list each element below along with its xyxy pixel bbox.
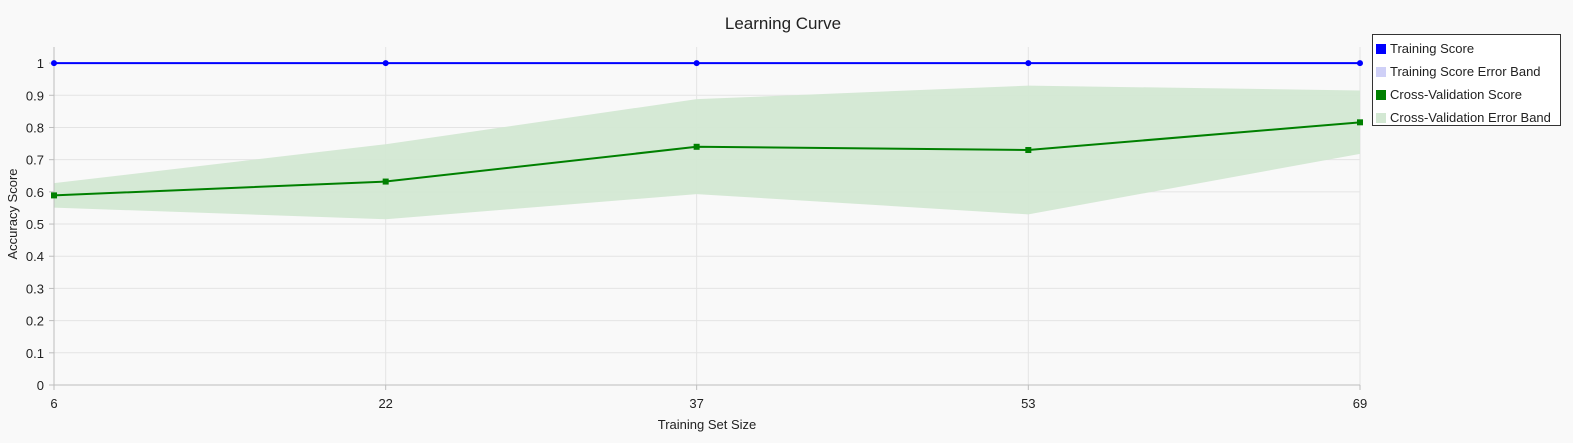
- x-tick-label: 6: [50, 396, 57, 411]
- y-tick-label: 0.3: [26, 281, 44, 296]
- y-tick-labels: 0 0.1 0.2 0.3 0.4 0.5 0.6 0.7 0.8 0.9 1: [26, 56, 44, 393]
- series-lines: [51, 60, 1363, 199]
- y-axis-label: Accuracy Score: [5, 168, 20, 259]
- data-point: [382, 60, 389, 67]
- y-tick-label: 0.8: [26, 120, 44, 135]
- data-point: [51, 60, 57, 67]
- chart-legend: Training Score Training Score Error Band…: [1372, 34, 1561, 126]
- x-tick-label: 37: [689, 396, 703, 411]
- data-point: [1357, 119, 1363, 126]
- legend-label-training-error-band: Training Score Error Band: [1390, 64, 1541, 79]
- legend-swatch-cv-error-band: [1376, 112, 1386, 123]
- data-point: [693, 143, 700, 150]
- x-axis-label: Training Set Size: [658, 417, 757, 432]
- y-tick-label: 0.9: [26, 88, 44, 103]
- legend-swatch-training-error-band: [1376, 66, 1386, 77]
- data-point: [1025, 147, 1032, 154]
- y-tick-label: 0.5: [26, 217, 44, 232]
- legend-label-training-score: Training Score: [1390, 41, 1475, 56]
- data-point: [51, 192, 57, 199]
- legend-item-training-score: Training Score: [1376, 37, 1560, 60]
- legend-item-cv-error-band: Cross-Validation Error Band: [1376, 106, 1560, 129]
- legend-swatch-cv-score: [1376, 89, 1386, 100]
- data-point: [1025, 60, 1032, 67]
- chart-title: Learning Curve: [725, 14, 841, 33]
- y-tick-label: 0.2: [26, 314, 44, 329]
- y-tick-label: 1: [37, 56, 44, 71]
- legend-label-cv-error-band: Cross-Validation Error Band: [1390, 110, 1551, 125]
- y-tick-label: 0: [37, 378, 44, 393]
- legend-item-training-error-band: Training Score Error Band: [1376, 60, 1560, 83]
- data-point: [1357, 60, 1363, 67]
- x-tick-label: 69: [1353, 396, 1367, 411]
- y-tick-label: 0.6: [26, 185, 44, 200]
- legend-swatch-training-score: [1376, 43, 1386, 54]
- data-point: [693, 60, 700, 67]
- error-bands: [54, 85, 1360, 220]
- legend-item-cv-score: Cross-Validation Score: [1376, 83, 1560, 106]
- y-tick-label: 0.7: [26, 153, 44, 168]
- x-tick-label: 22: [378, 396, 392, 411]
- x-tick-label: 53: [1021, 396, 1035, 411]
- data-point: [382, 178, 389, 185]
- error-band: [54, 85, 1360, 220]
- y-tick-label: 0.1: [26, 346, 44, 361]
- x-tick-labels: 6 22 37 53 69: [50, 396, 1367, 411]
- y-tick-label: 0.4: [26, 249, 44, 264]
- legend-label-cv-score: Cross-Validation Score: [1390, 87, 1522, 102]
